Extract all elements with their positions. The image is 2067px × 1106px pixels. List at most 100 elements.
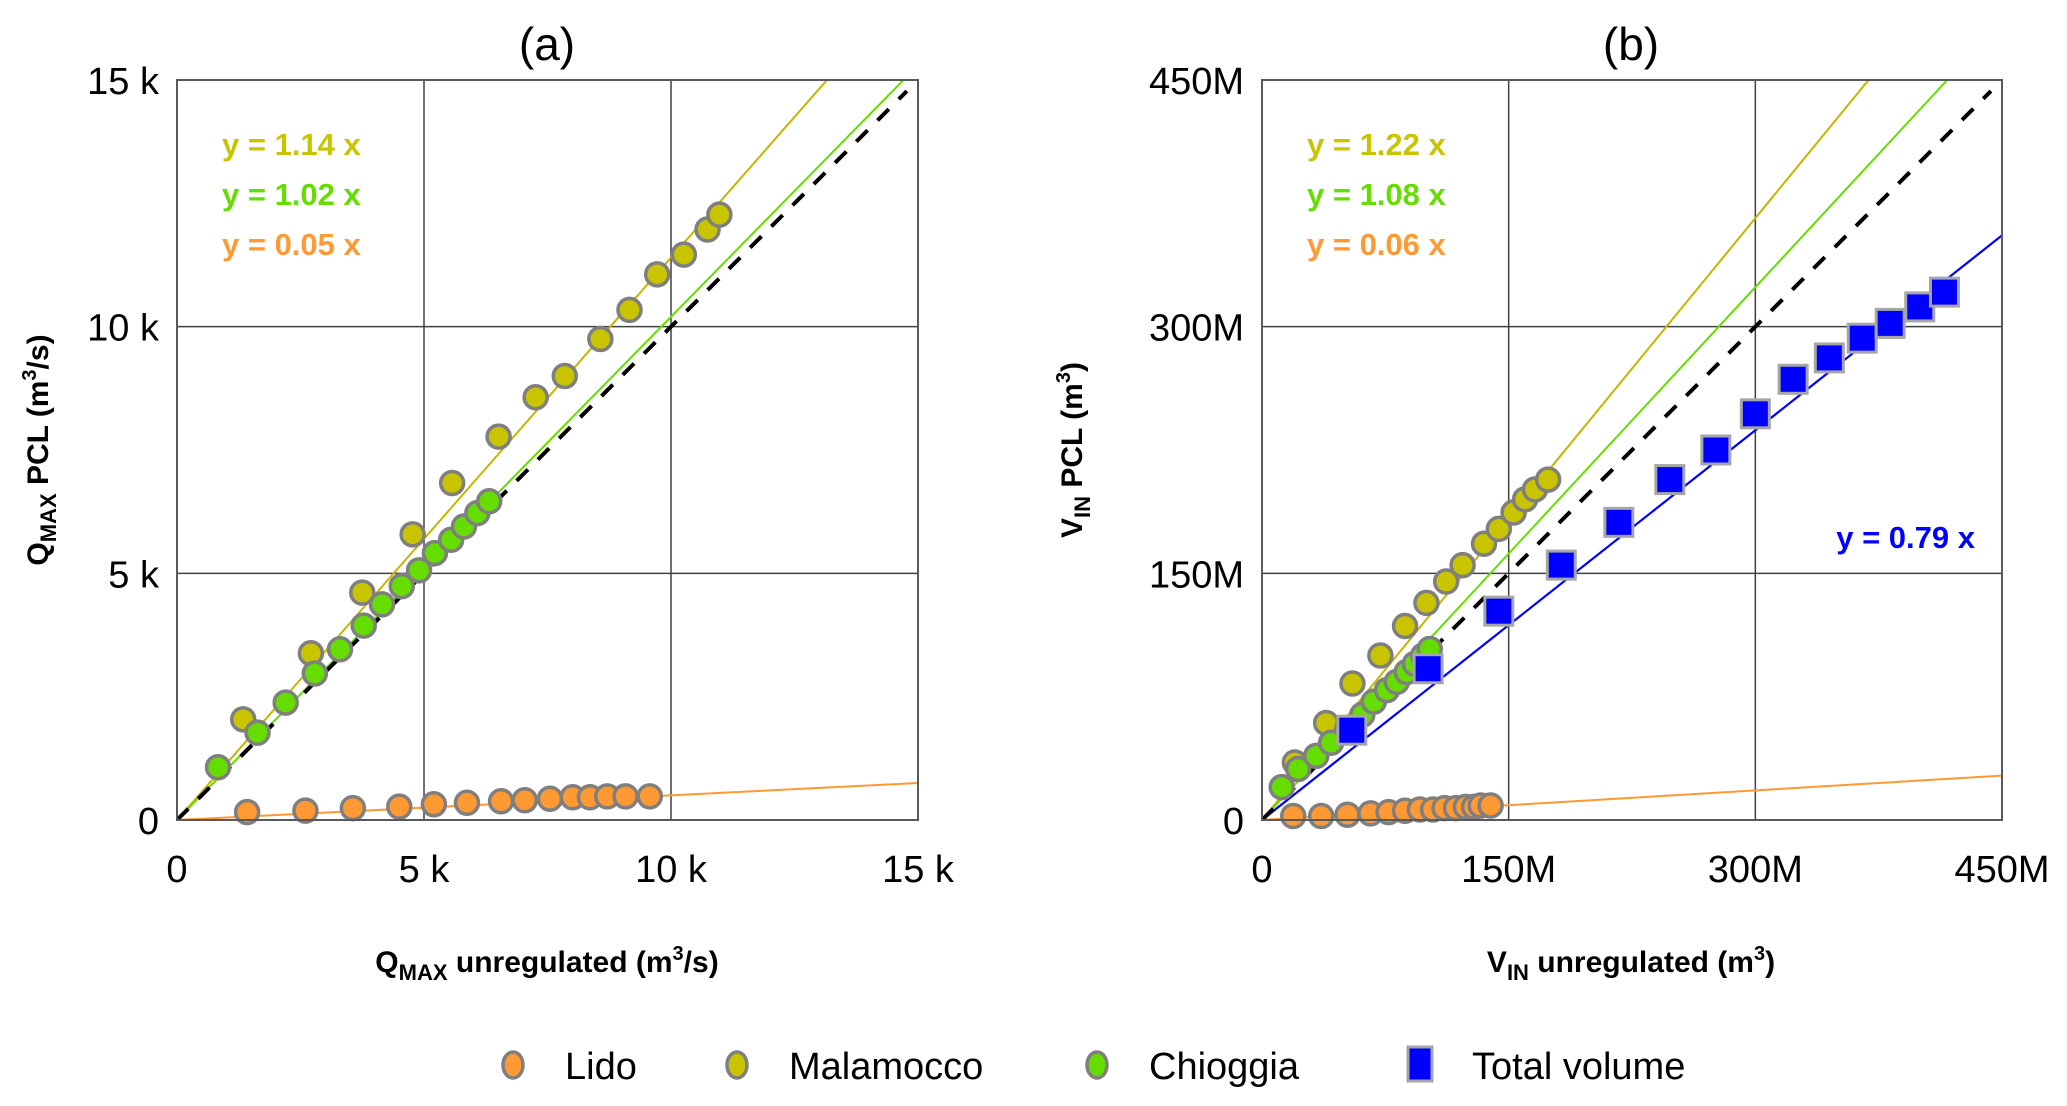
equation-chioggia: y = 1.02 x bbox=[222, 177, 362, 212]
point-lido bbox=[420, 790, 448, 818]
point-malamocco bbox=[1413, 589, 1440, 617]
point-malamocco bbox=[1391, 612, 1419, 640]
panel-a-y-ticks: 0 5 k 10 k 15 k bbox=[87, 61, 160, 843]
y-tick-label: 0 bbox=[138, 801, 159, 843]
equation-lido: y = 0.05 x bbox=[222, 227, 362, 262]
point-malamocco bbox=[438, 469, 466, 497]
y-tick-label: 150M bbox=[1149, 554, 1244, 596]
point-lido bbox=[386, 793, 413, 820]
trendline-malamocco bbox=[1262, 80, 1870, 820]
legend-marker-chioggia bbox=[1085, 1050, 1109, 1080]
point-lido bbox=[1307, 802, 1335, 830]
x-tick-label: 0 bbox=[1251, 849, 1272, 891]
legend-label-chioggia: Chioggia bbox=[1149, 1046, 1300, 1088]
equation-total-volume: y = 0.79 x bbox=[1836, 520, 1976, 555]
point-total-volume bbox=[1846, 322, 1878, 354]
panel-a-title: (a) bbox=[519, 18, 575, 70]
point-lido bbox=[612, 783, 639, 810]
point-total-volume bbox=[1545, 549, 1577, 581]
point-malamocco bbox=[522, 383, 549, 411]
panel-a: (a) 0 5 k 10 k 15 k 0 5 k 10 k 15 k y = 1.14 x… bbox=[19, 18, 955, 985]
point-malamocco bbox=[1485, 515, 1513, 543]
point-total-volume bbox=[1739, 398, 1771, 430]
point-chioggia bbox=[1284, 755, 1312, 783]
equation-malamocco: y = 1.22 x bbox=[1307, 127, 1447, 162]
panel-a-x-ticks: 0 5 k 10 k 15 k bbox=[166, 849, 954, 891]
point-malamocco bbox=[1449, 551, 1476, 579]
panel-a-x-axis-label: QMAX unregulated (m3/s) bbox=[375, 943, 718, 985]
point-lido bbox=[536, 785, 564, 813]
point-malamocco bbox=[706, 201, 733, 228]
point-chioggia bbox=[350, 612, 377, 639]
legend-marker-lido bbox=[501, 1050, 525, 1080]
point-chioggia bbox=[301, 660, 329, 687]
point-malamocco bbox=[643, 261, 671, 288]
panel-a-equations: y = 1.14 x y = 1.02 x y = 0.05 x bbox=[222, 127, 362, 262]
y-tick-label: 5 k bbox=[108, 554, 160, 596]
point-lido bbox=[511, 787, 539, 814]
point-total-volume bbox=[1603, 506, 1635, 538]
legend-marker-malamocco bbox=[725, 1050, 749, 1080]
panel-b-x-axis-label: VIN unregulated (m3) bbox=[1487, 943, 1775, 985]
point-lido bbox=[1279, 802, 1307, 830]
point-chioggia bbox=[405, 557, 433, 584]
legend-label-lido: Lido bbox=[565, 1046, 637, 1088]
equation-chioggia: y = 1.08 x bbox=[1307, 177, 1447, 212]
point-total-volume bbox=[1777, 363, 1809, 395]
point-total-volume bbox=[1483, 595, 1515, 627]
panel-b-points bbox=[1268, 276, 1960, 830]
point-chioggia bbox=[204, 753, 232, 781]
point-malamocco bbox=[1367, 642, 1394, 669]
point-malamocco bbox=[1339, 670, 1366, 697]
point-lido bbox=[636, 783, 664, 810]
y-tick-label: 450M bbox=[1149, 61, 1244, 103]
panel-a-gridlines bbox=[177, 80, 918, 820]
trendline-chioggia bbox=[177, 80, 905, 820]
identity-line bbox=[177, 89, 909, 820]
point-malamocco bbox=[399, 521, 426, 548]
point-total-volume bbox=[1813, 342, 1845, 374]
panel-b-title: (b) bbox=[1603, 18, 1659, 70]
point-chioggia bbox=[475, 488, 503, 515]
panel-a-frame bbox=[176, 79, 919, 821]
point-malamocco bbox=[1432, 568, 1460, 595]
point-total-volume bbox=[1700, 434, 1732, 466]
point-total-volume bbox=[1654, 464, 1686, 496]
y-tick-label: 10 k bbox=[87, 308, 160, 350]
point-total-volume bbox=[1928, 276, 1960, 308]
y-tick-label: 0 bbox=[1223, 801, 1244, 843]
panel-b: (b) 0 150M 300M 450M 0 150M 300M 450M y = 1.22… bbox=[1053, 18, 2050, 985]
point-lido bbox=[1334, 801, 1361, 828]
panel-b-x-ticks: 0 150M 300M 450M bbox=[1251, 849, 2049, 891]
legend-marker-total-volume bbox=[1406, 1045, 1434, 1083]
legend-item-chioggia: Chioggia bbox=[1085, 1046, 1300, 1088]
x-tick-label: 5 k bbox=[399, 849, 451, 891]
panel-b-y-axis-label: VIN PCL (m3) bbox=[1053, 362, 1095, 538]
panel-a-points bbox=[204, 201, 733, 826]
panel-b-y-ticks: 0 150M 300M 450M bbox=[1149, 61, 1244, 843]
x-tick-label: 150M bbox=[1461, 849, 1556, 891]
point-malamocco bbox=[616, 296, 643, 324]
point-lido bbox=[292, 797, 319, 824]
panel-b-equations: y = 1.22 x y = 1.08 x y = 0.06 x y = 0.79 x bbox=[1307, 127, 1976, 555]
x-tick-label: 0 bbox=[166, 849, 187, 891]
point-chioggia bbox=[368, 591, 396, 618]
point-malamocco bbox=[485, 423, 512, 450]
x-tick-label: 300M bbox=[1708, 849, 1803, 891]
point-total-volume bbox=[1336, 714, 1368, 746]
point-malamocco bbox=[551, 362, 579, 390]
point-lido bbox=[487, 788, 515, 815]
identity-line bbox=[1262, 89, 1993, 820]
point-malamocco bbox=[587, 325, 614, 353]
point-lido bbox=[339, 794, 367, 822]
point-malamocco bbox=[349, 579, 376, 606]
y-tick-label: 15 k bbox=[87, 61, 160, 103]
point-malamocco bbox=[1534, 466, 1562, 493]
point-lido bbox=[233, 798, 261, 826]
point-total-volume bbox=[1874, 307, 1906, 339]
point-chioggia bbox=[272, 689, 299, 716]
point-chioggia bbox=[1268, 773, 1295, 801]
point-lido bbox=[1477, 792, 1504, 819]
point-chioggia bbox=[326, 636, 354, 663]
